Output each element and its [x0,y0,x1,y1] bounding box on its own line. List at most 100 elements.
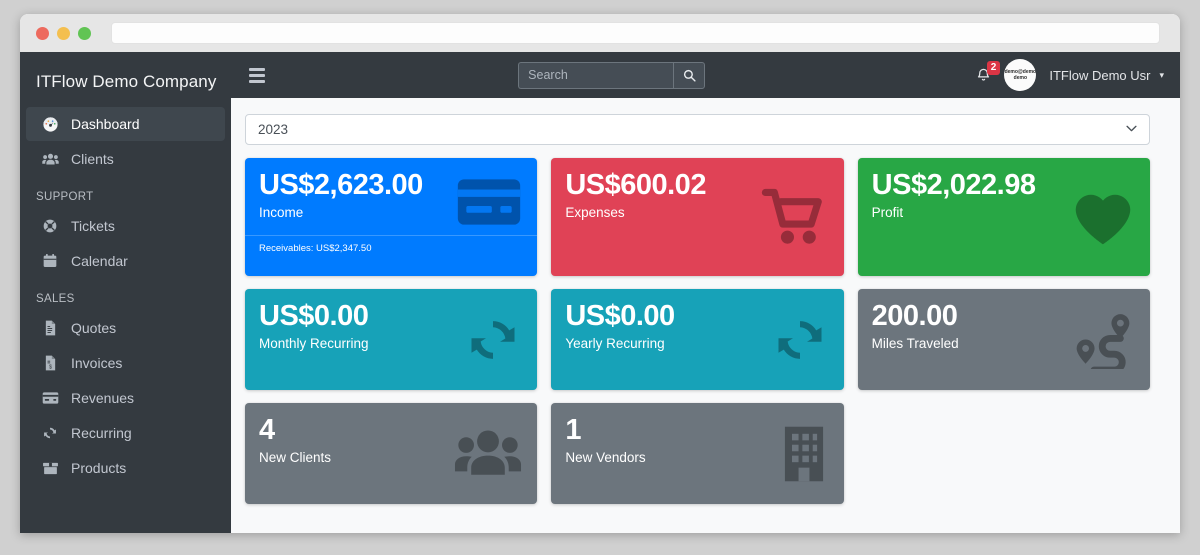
card-footer: Receivables: US$2,347.50 [245,235,538,261]
card-label: Monthly Recurring [259,336,369,352]
content-column: 2 demo@demo demo ITFlow Demo Usr ▾ 2023 [231,52,1180,533]
sidebar-item-invoices[interactable]: $ Invoices [26,346,225,380]
year-filter-select[interactable]: 2023 [245,114,1150,145]
stat-card-yearly-recurring[interactable]: US$0.00 Yearly Recurring [551,289,844,390]
svg-text:$: $ [49,364,52,370]
card-label: New Clients [259,450,332,466]
sync-icon [40,424,60,442]
sidebar-item-label: Products [71,460,127,476]
stat-card-monthly-recurring[interactable]: US$0.00 Monthly Recurring [245,289,538,390]
top-navbar: 2 demo@demo demo ITFlow Demo Usr ▾ [231,52,1180,98]
stat-card-cell: 1 New Vendors [551,403,844,504]
stat-card-cell: US$0.00 Monthly Recurring [245,289,538,390]
card-body: US$2,623.00 Income [245,158,537,229]
credit-card-icon [40,389,60,407]
stat-card-income[interactable]: US$2,623.00 Income [245,158,538,276]
card-value: 200.00 [871,300,958,332]
gauge-icon [40,115,60,133]
stat-card-miles-traveled[interactable]: 200.00 Miles Traveled [857,289,1150,390]
life-ring-icon [40,217,60,235]
search-input[interactable] [518,61,674,89]
sidebar-item-label: Clients [71,151,114,167]
sidebar-item-calendar[interactable]: Calendar [26,244,225,278]
stat-card-cell: US$0.00 Yearly Recurring [551,289,844,390]
topnav-right: 2 demo@demo demo ITFlow Demo Usr ▾ [956,59,1164,91]
card-label: Income [259,205,304,221]
sidebar-item-revenues[interactable]: Revenues [26,381,225,415]
card-body: 200.00 Miles Traveled [858,289,1150,360]
sync-icon [463,311,523,369]
browser-chrome [20,14,1180,52]
sidebar-item-label: Calendar [71,253,128,269]
card-label: Expenses [565,205,625,221]
stat-card-new-clients[interactable]: 4 New Clients [245,403,538,504]
stat-card-cell: US$2,022.98 Profit [857,158,1150,276]
stat-card-new-vendors[interactable]: 1 New Vendors [551,403,844,504]
sidebar-item-quotes[interactable]: Quotes [26,311,225,345]
calendar-icon [40,252,60,270]
main-content: 2023 US$2,623.00 Income [231,98,1180,533]
users-icon [453,426,523,482]
shopping-cart-icon [758,187,830,247]
avatar[interactable]: demo@demo demo [1004,59,1037,91]
card-label: New Vendors [565,450,646,466]
card-value: US$0.00 [565,300,675,332]
credit-card-icon [455,176,523,228]
chevron-down-icon[interactable]: ▾ [1159,69,1164,80]
card-label: Profit [871,205,904,221]
url-bar[interactable] [111,22,1160,44]
users-icon [40,150,60,168]
file-quote-icon [40,319,60,337]
sidebar-brand[interactable]: ITFlow Demo Company [36,72,217,91]
heart-icon [1070,187,1136,247]
card-value: 4 [259,414,275,446]
notifications-button[interactable]: 2 [976,61,1001,83]
card-label: Miles Traveled [871,336,959,352]
maximize-window-button[interactable] [78,26,91,40]
sidebar: ITFlow Demo Company Dashboard [20,52,231,533]
sidebar-item-clients[interactable]: Clients [26,142,225,176]
stat-card-cell-empty [858,403,1150,504]
card-body: US$600.02 Expenses [551,158,843,229]
stat-card-cell: US$600.02 Expenses [551,158,844,276]
notification-badge: 2 [986,61,1001,75]
stat-card-expenses[interactable]: US$600.02 Expenses [551,158,844,276]
card-value: US$2,022.98 [871,169,1036,201]
sidebar-item-products[interactable]: Products [26,451,225,485]
card-body: 4 New Clients [245,403,537,474]
search-button[interactable] [673,61,706,89]
sidebar-item-recurring[interactable]: Recurring [26,416,225,450]
user-menu-label[interactable]: ITFlow Demo Usr [1049,67,1151,83]
stat-card-profit[interactable]: US$2,022.98 Profit [857,158,1150,276]
minimize-window-button[interactable] [57,26,70,40]
card-value: US$600.02 [565,169,706,201]
app-shell: ITFlow Demo Company Dashboard [20,52,1180,533]
avatar-line-1: demo@demo [1004,69,1037,75]
card-body: US$0.00 Monthly Recurring [245,289,537,360]
stat-card-cell: 200.00 Miles Traveled [857,289,1150,390]
sidebar-item-label: Recurring [71,425,132,441]
sidebar-item-label: Invoices [71,355,123,371]
sidebar-item-label: Dashboard [71,116,140,132]
card-label: Yearly Recurring [565,336,665,352]
year-filter-value: 2023 [258,122,289,137]
close-window-button[interactable] [36,26,49,40]
building-icon [778,424,830,484]
sidebar-section-support: SUPPORT [36,191,94,203]
file-invoice-icon: $ [40,354,60,372]
stat-card-row: 4 New Clients [245,403,1150,504]
chevron-down-icon [1126,124,1137,135]
sidebar-item-label: Tickets [71,218,115,234]
sidebar-item-tickets[interactable]: Tickets [26,209,225,243]
hamburger-icon[interactable] [247,64,267,87]
stat-card-row: US$0.00 Monthly Recurring [245,289,1150,390]
sidebar-item-label: Revenues [71,390,135,406]
card-body: 1 New Vendors [551,403,843,474]
stat-card-cell: US$2,623.00 Income [245,158,538,276]
sidebar-item-dashboard[interactable]: Dashboard [26,107,225,141]
sidebar-section-sales: SALES [36,293,75,305]
window-controls [32,26,91,40]
stat-card-cell: 4 New Clients [245,403,538,504]
route-icon [1070,311,1136,369]
avatar-line-2: demo [1013,75,1028,81]
